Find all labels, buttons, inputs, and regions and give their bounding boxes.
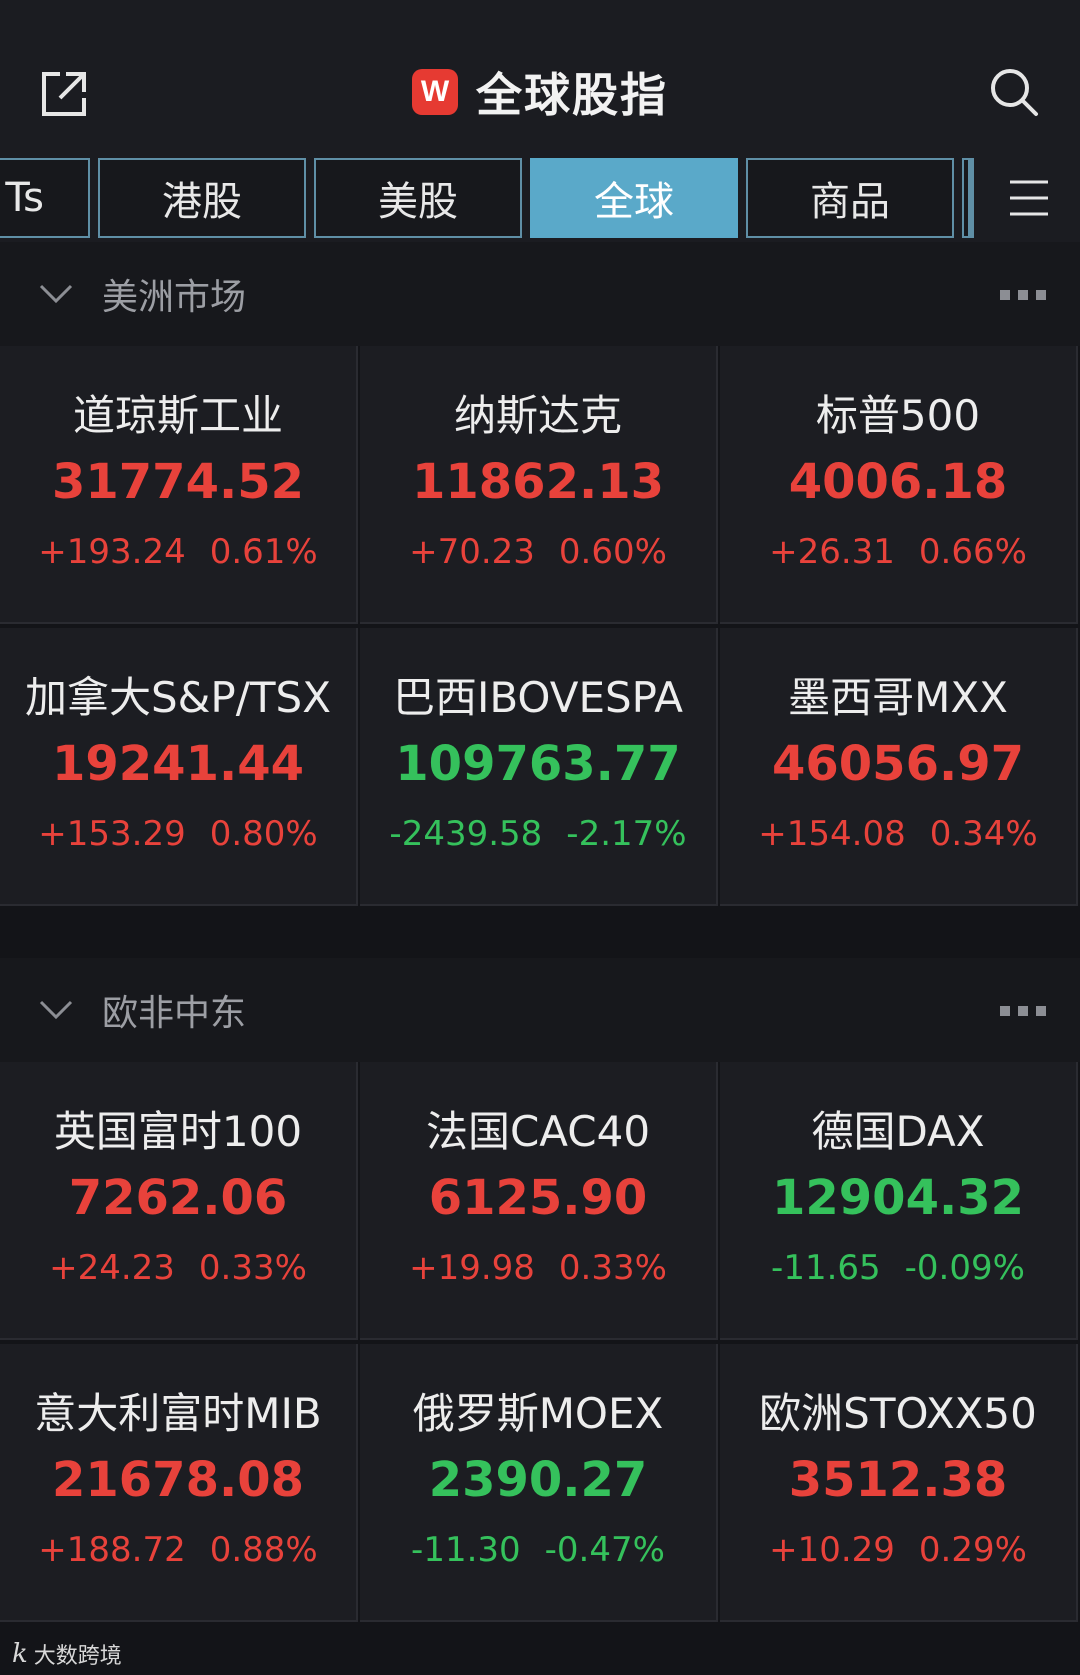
- change-percent: -0.47%: [544, 1530, 665, 1570]
- category-tabs: Ts 港股 美股 全球 商品: [0, 152, 1080, 242]
- change-value: -11.30: [411, 1530, 521, 1570]
- index-name: 标普500: [815, 391, 981, 440]
- change-value: +153.29: [38, 814, 186, 854]
- change-percent: 0.66%: [918, 532, 1027, 572]
- section-header-americas[interactable]: 美洲市场: [0, 242, 1080, 346]
- change-percent: -2.17%: [566, 814, 687, 854]
- change-value: +19.98: [409, 1248, 535, 1288]
- index-price: 21678.08: [51, 1452, 305, 1508]
- change-value: +26.31: [769, 532, 895, 572]
- index-price: 109763.77: [395, 736, 681, 792]
- chevron-down-icon: [39, 284, 73, 304]
- index-name: 法国CAC40: [425, 1107, 651, 1156]
- index-changes: +10.29 0.29%: [720, 1530, 1076, 1570]
- tab-global[interactable]: 全球: [530, 158, 738, 238]
- tab-hk-stocks[interactable]: 港股: [98, 158, 306, 238]
- index-changes: +153.29 0.80%: [0, 814, 356, 854]
- index-price: 7262.06: [68, 1170, 288, 1226]
- index-changes: -2439.58 -2.17%: [360, 814, 716, 854]
- index-changes: -11.65 -0.09%: [720, 1248, 1076, 1288]
- index-card[interactable]: 英国富时100 7262.06 +24.23 0.33%: [0, 1062, 358, 1340]
- index-name: 墨西哥MXX: [788, 673, 1008, 722]
- change-percent: 0.34%: [929, 814, 1038, 854]
- index-price: 12904.32: [771, 1170, 1025, 1226]
- chevron-down-icon: [39, 1000, 73, 1020]
- index-changes: -11.30 -0.47%: [360, 1530, 716, 1570]
- change-value: +188.72: [38, 1530, 186, 1570]
- index-name: 纳斯达克: [453, 391, 622, 440]
- change-value: +24.23: [49, 1248, 175, 1288]
- index-name: 意大利富时MIB: [34, 1389, 322, 1438]
- index-price: 6125.90: [428, 1170, 648, 1226]
- more-dots-icon[interactable]: [1000, 1006, 1046, 1016]
- index-changes: +154.08 0.34%: [720, 814, 1076, 854]
- change-percent: 0.29%: [918, 1530, 1027, 1570]
- more-dots-icon[interactable]: [1000, 290, 1046, 300]
- index-card[interactable]: 欧洲STOXX50 3512.38 +10.29 0.29%: [720, 1344, 1078, 1622]
- index-changes: +19.98 0.33%: [360, 1248, 716, 1288]
- index-name: 巴西IBOVESPA: [392, 673, 684, 722]
- index-name: 道琼斯工业: [72, 391, 283, 440]
- index-name: 德国DAX: [811, 1107, 985, 1156]
- index-price: 3512.38: [788, 1452, 1008, 1508]
- change-percent: 0.61%: [209, 532, 318, 572]
- index-card[interactable]: 纳斯达克 11862.13 +70.23 0.60%: [360, 346, 718, 624]
- change-percent: 0.88%: [209, 1530, 318, 1570]
- index-changes: +188.72 0.88%: [0, 1530, 356, 1570]
- change-value: +10.29: [769, 1530, 895, 1570]
- change-percent: 0.33%: [558, 1248, 667, 1288]
- change-percent: 0.33%: [198, 1248, 307, 1288]
- index-card[interactable]: 加拿大S&P/TSX 19241.44 +153.29 0.80%: [0, 628, 358, 906]
- section-header-emea[interactable]: 欧非中东: [0, 958, 1080, 1062]
- watermark-text: 大数跨境: [33, 1644, 122, 1669]
- title-bar: W 全球股指: [0, 62, 1080, 122]
- section-title: 美洲市场: [102, 277, 247, 318]
- index-changes: +70.23 0.60%: [360, 532, 716, 572]
- tab-menu-button[interactable]: [968, 152, 1080, 242]
- index-price: 11862.13: [411, 454, 665, 510]
- index-name: 加拿大S&P/TSX: [25, 673, 331, 722]
- change-value: +193.24: [38, 532, 186, 572]
- change-percent: -0.09%: [904, 1248, 1025, 1288]
- index-card[interactable]: 法国CAC40 6125.90 +19.98 0.33%: [360, 1062, 718, 1340]
- app-logo: W: [412, 69, 458, 115]
- index-price: 46056.97: [771, 736, 1025, 792]
- tab-us-stocks[interactable]: 美股: [314, 158, 522, 238]
- index-changes: +24.23 0.33%: [0, 1248, 356, 1288]
- change-value: -2439.58: [389, 814, 543, 854]
- tab-ts[interactable]: Ts: [0, 158, 90, 238]
- change-percent: 0.80%: [209, 814, 318, 854]
- index-name: 俄罗斯MOEX: [412, 1389, 664, 1438]
- change-value: +154.08: [758, 814, 906, 854]
- section-title: 欧非中东: [102, 993, 247, 1034]
- search-icon[interactable]: [986, 64, 1042, 120]
- index-card[interactable]: 道琼斯工业 31774.52 +193.24 0.61%: [0, 346, 358, 624]
- change-value: -11.65: [771, 1248, 881, 1288]
- index-changes: +193.24 0.61%: [0, 532, 356, 572]
- index-name: 英国富时100: [53, 1107, 303, 1156]
- index-changes: +26.31 0.66%: [720, 532, 1076, 572]
- index-price: 31774.52: [51, 454, 305, 510]
- tab-commodities[interactable]: 商品: [746, 158, 954, 238]
- share-external-icon[interactable]: [36, 66, 92, 122]
- index-card[interactable]: 俄罗斯MOEX 2390.27 -11.30 -0.47%: [360, 1344, 718, 1622]
- index-name: 欧洲STOXX50: [759, 1389, 1037, 1438]
- watermark: k 大数跨境: [12, 1638, 122, 1670]
- index-card[interactable]: 德国DAX 12904.32 -11.65 -0.09%: [720, 1062, 1078, 1340]
- index-card[interactable]: 意大利富时MIB 21678.08 +188.72 0.88%: [0, 1344, 358, 1622]
- menu-icon: [968, 158, 1048, 238]
- app-header: W 全球股指: [0, 0, 1080, 152]
- index-price: 19241.44: [51, 736, 305, 792]
- change-percent: 0.60%: [558, 532, 667, 572]
- watermark-logo: k: [12, 1639, 28, 1669]
- page-title: 全球股指: [476, 68, 668, 122]
- index-price: 4006.18: [788, 454, 1008, 510]
- change-value: +70.23: [409, 532, 535, 572]
- index-card[interactable]: 标普500 4006.18 +26.31 0.66%: [720, 346, 1078, 624]
- index-card[interactable]: 巴西IBOVESPA 109763.77 -2439.58 -2.17%: [360, 628, 718, 906]
- index-price: 2390.27: [428, 1452, 648, 1508]
- index-card[interactable]: 墨西哥MXX 46056.97 +154.08 0.34%: [720, 628, 1078, 906]
